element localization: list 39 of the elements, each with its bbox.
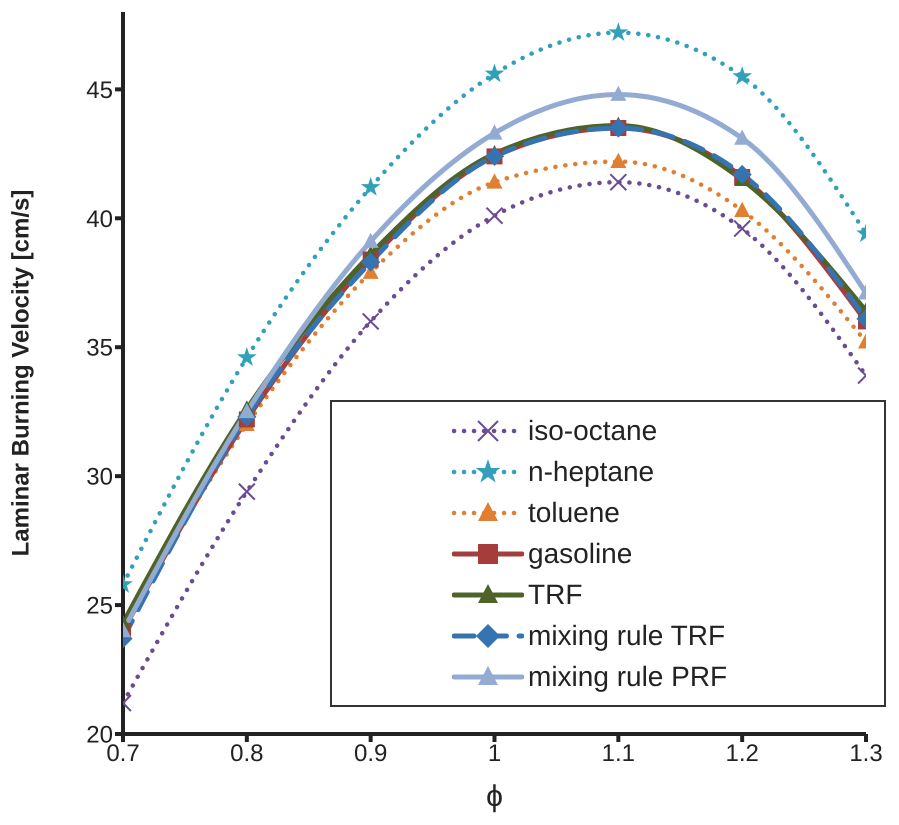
legend-label: iso-octane [528, 414, 658, 446]
point [360, 176, 381, 196]
point [732, 164, 752, 184]
point [486, 124, 502, 140]
point [236, 347, 257, 366]
x-tick-label: 1.3 [849, 740, 883, 768]
x-tick-label: 0.9 [354, 740, 388, 768]
legend-label: gasoline [528, 538, 632, 570]
x-tick-label: 1 [488, 740, 502, 768]
legend-label: n-heptane [528, 456, 654, 488]
y-axis-title: Laminar Burning Velocity [cm/s] [8, 190, 35, 556]
y-tick-label: 35 [86, 334, 113, 362]
legend-label: mixing rule PRF [528, 660, 728, 692]
y-tick-label: 25 [86, 592, 113, 620]
point [486, 173, 502, 189]
y-tick-label: 45 [86, 76, 113, 104]
point [610, 86, 626, 101]
point [361, 252, 380, 272]
point [610, 152, 626, 168]
legend-label: TRF [528, 578, 582, 610]
y-tick-label: 40 [86, 206, 113, 233]
x-axis-title: ϕ [486, 780, 503, 813]
point [609, 173, 628, 192]
legend-label: toluene [528, 496, 620, 528]
point [732, 66, 752, 85]
point [484, 63, 504, 82]
point [362, 312, 380, 330]
x-tick-label: 1.2 [725, 740, 759, 768]
legend-label: mixing rule TRF [528, 620, 726, 652]
point [608, 22, 628, 42]
point [362, 232, 379, 248]
point [486, 206, 504, 225]
point [733, 220, 752, 238]
point [734, 202, 750, 217]
x-tick-label: 0.8 [230, 740, 264, 768]
x-tick-label: 1.1 [602, 740, 636, 768]
point [238, 482, 256, 501]
y-tick-label: 30 [86, 464, 113, 491]
point [238, 402, 255, 418]
